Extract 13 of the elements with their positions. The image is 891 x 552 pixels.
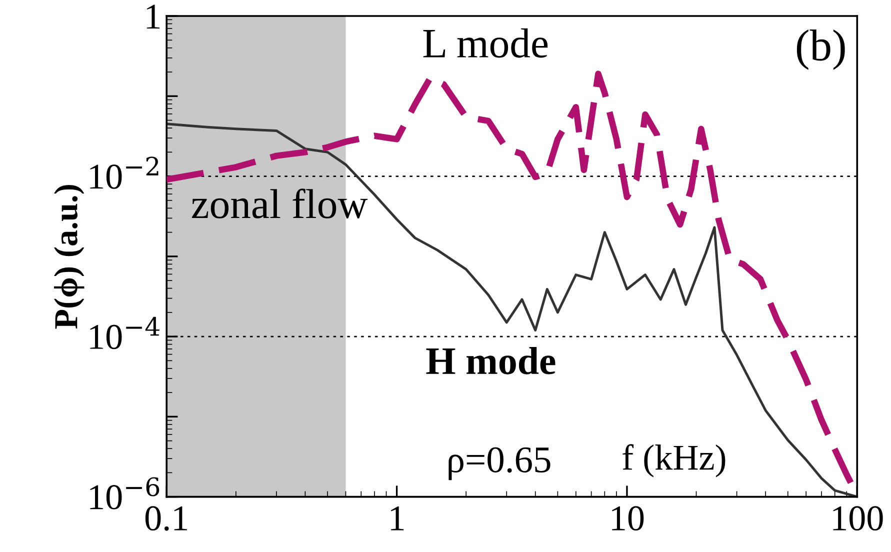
x-axis-title: f (kHz): [622, 444, 726, 478]
y-tick-label: 10$^{−4}$: [90, 316, 160, 350]
y-axis-title: P(ϕ) (a.u.): [54, 184, 84, 329]
series-label: H mode: [426, 346, 556, 374]
x-tick-label: 100: [833, 506, 883, 531]
annotation: ρ=0.65: [448, 447, 550, 480]
band-label: zonal flow: [192, 188, 368, 218]
x-tick-label: 1: [390, 506, 404, 530]
y-tick-label: 1: [146, 4, 160, 29]
x-tick-label: 10: [612, 506, 644, 531]
series-label: L mode: [423, 28, 548, 58]
annotation: (b): [796, 30, 845, 70]
y-tick-label: 10$^{−2}$: [90, 156, 158, 189]
